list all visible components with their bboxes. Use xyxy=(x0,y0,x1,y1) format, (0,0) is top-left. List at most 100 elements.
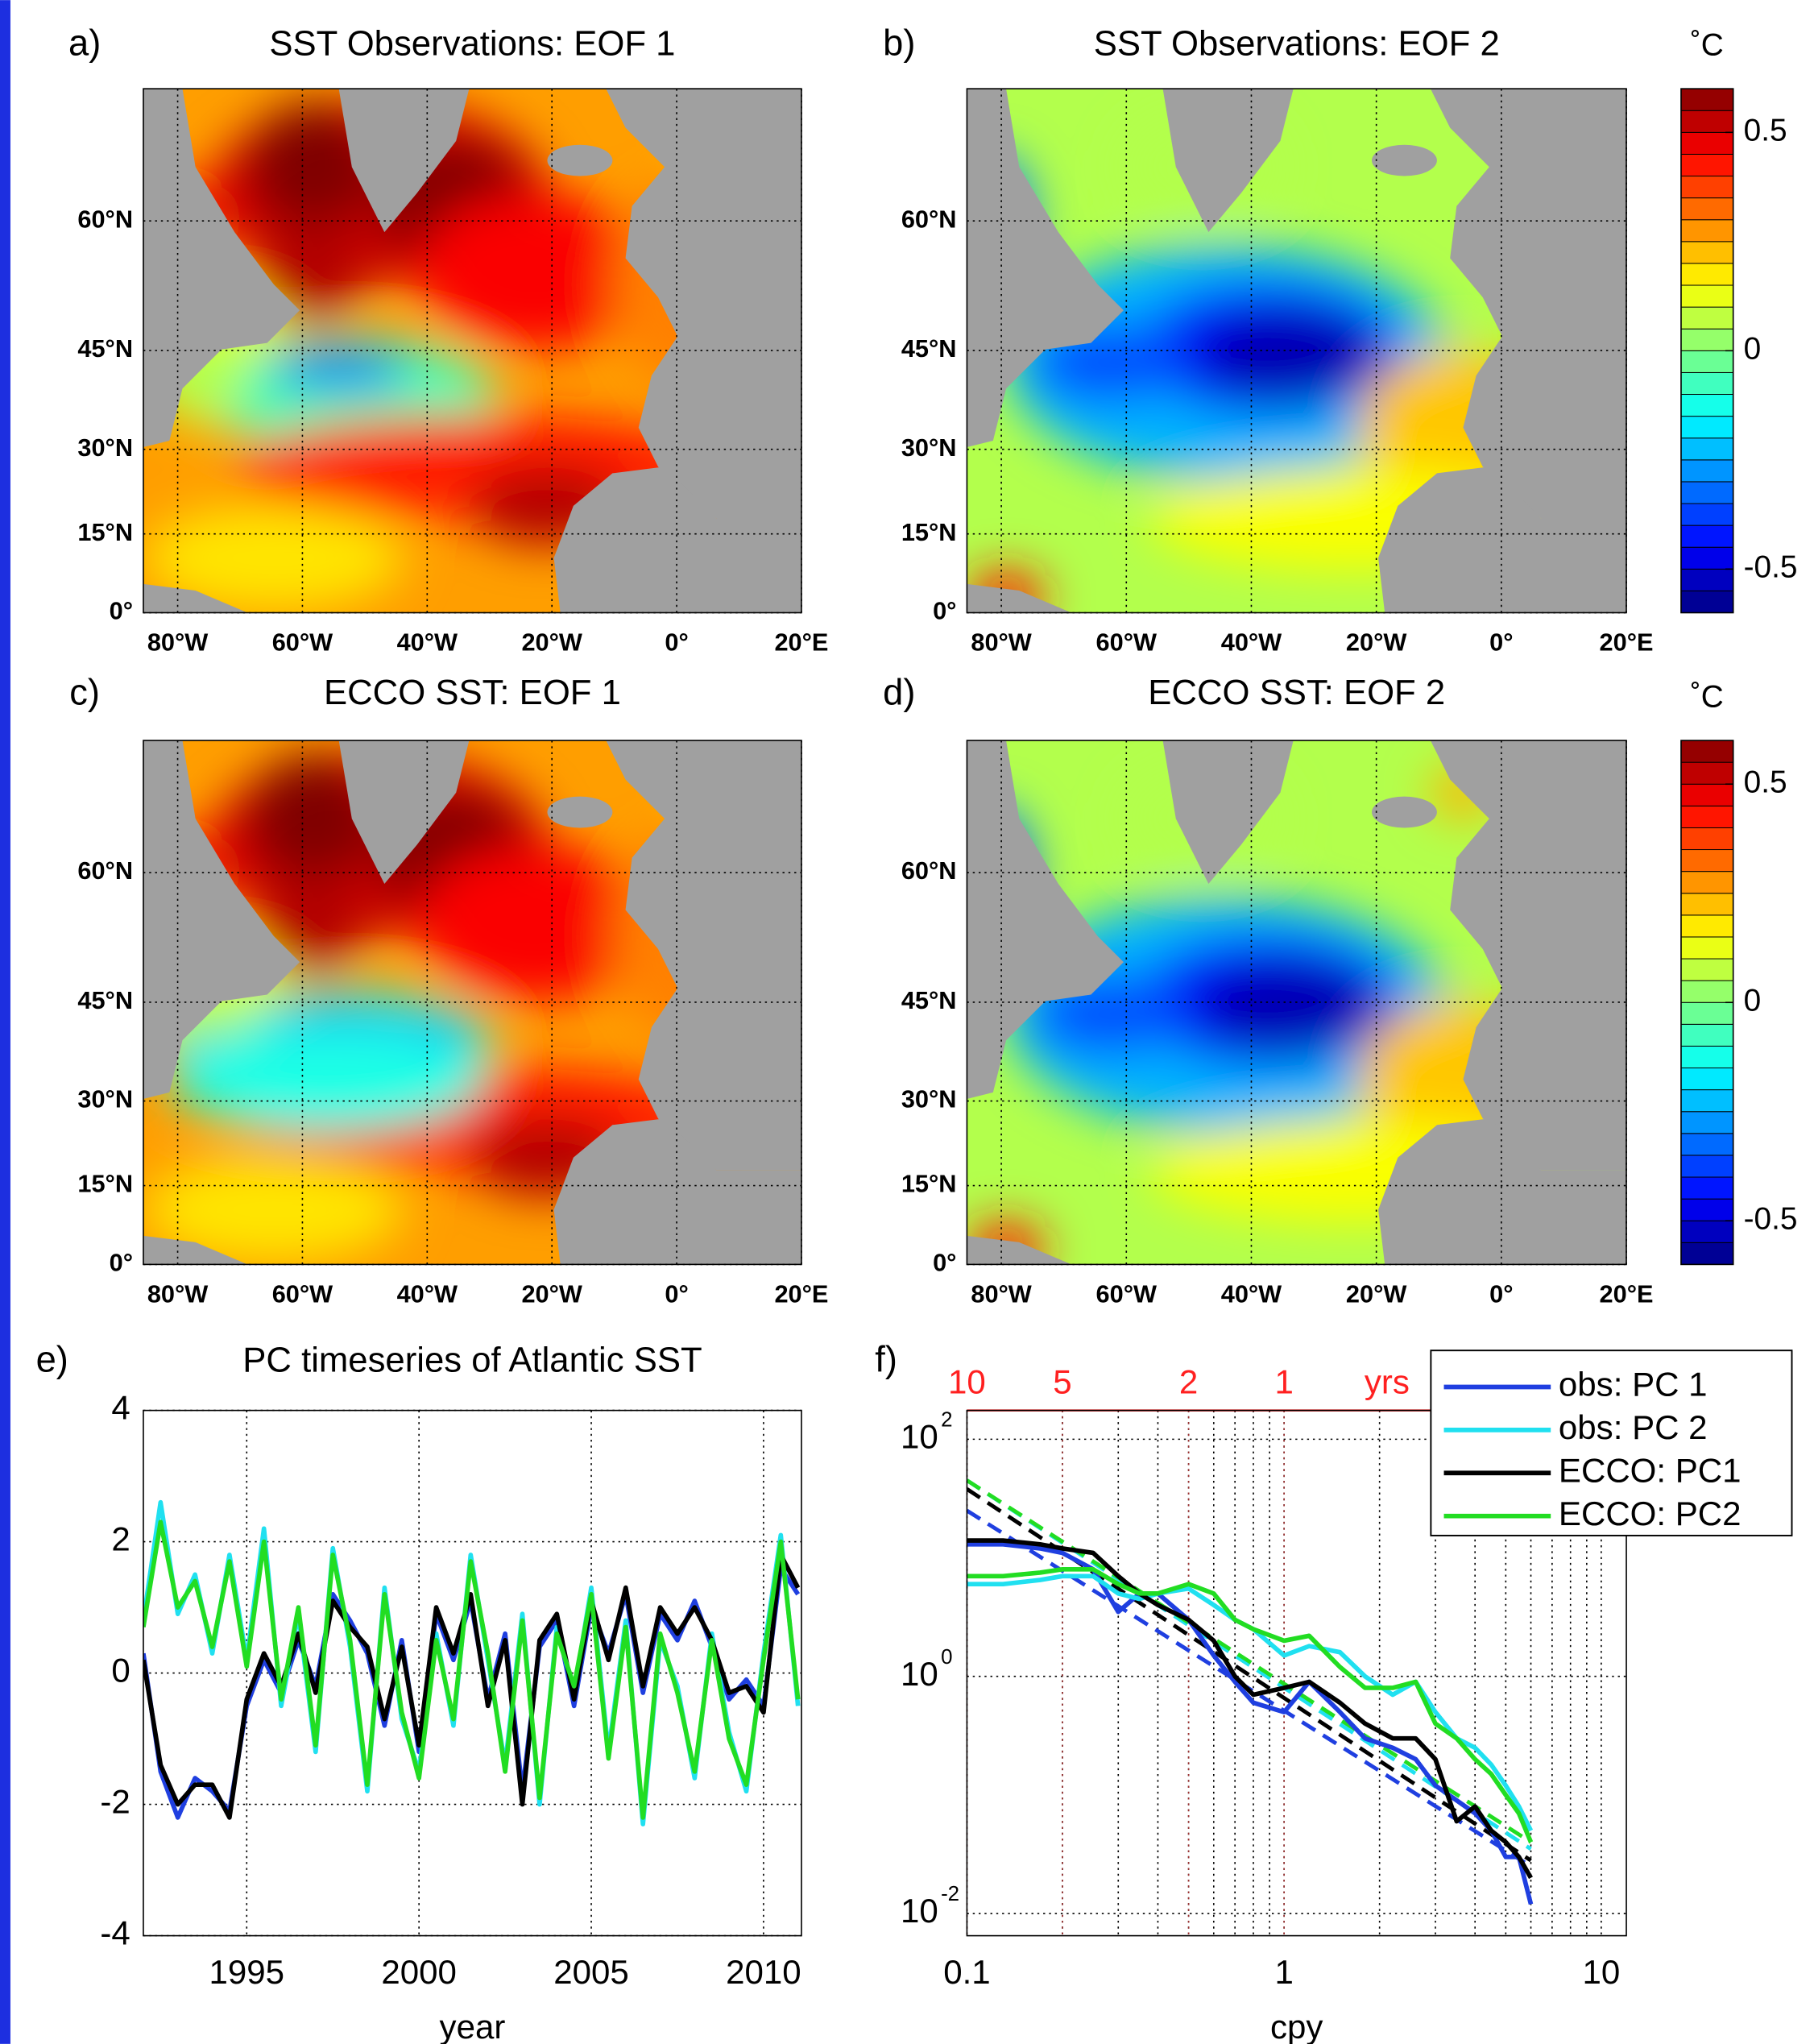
colorbar-band xyxy=(1680,936,1734,960)
colorbar-band xyxy=(1680,546,1734,570)
anomaly xyxy=(260,218,365,324)
x-tick-label: 60°W xyxy=(1096,628,1157,656)
colorbar-band xyxy=(1680,284,1734,308)
map-field xyxy=(143,89,801,613)
legend-label: obs: PC 1 xyxy=(1559,1366,1708,1403)
colorbar-tick-label: -0.5 xyxy=(1744,1201,1798,1236)
plot-frame xyxy=(966,1409,1627,1937)
colorbar-band xyxy=(1680,153,1734,177)
y-tick-label: 30°N xyxy=(77,433,133,462)
land xyxy=(1378,466,1627,613)
colorbar-band xyxy=(1680,980,1734,1003)
x-tick-label: 80°W xyxy=(971,628,1031,656)
x-axis-label: cpy xyxy=(1270,2008,1323,2044)
colorbar-band xyxy=(1680,1001,1734,1025)
colorbar-band xyxy=(1680,241,1734,264)
colorbar-band xyxy=(1680,871,1734,894)
colorbar-band xyxy=(1680,761,1734,785)
y-tick-label: 30°N xyxy=(77,1085,133,1113)
colorbar-band xyxy=(1680,1023,1734,1047)
panel-label: c) xyxy=(69,671,100,712)
x-tick-label: 60°W xyxy=(272,628,333,656)
chart-title: ECCO SST: EOF 1 xyxy=(324,673,621,712)
colorbar-band xyxy=(1680,568,1734,591)
colorbar-tick-label: 0.5 xyxy=(1744,765,1787,799)
x-tick-label: 20°W xyxy=(521,628,582,656)
land xyxy=(1162,740,1294,885)
x-tick-label: 20°E xyxy=(774,1279,828,1308)
y-tick-label: 10 xyxy=(901,1417,938,1455)
x-tick-label: 0° xyxy=(665,1279,688,1308)
map-field xyxy=(967,740,1627,1265)
x-tick-label: 20°W xyxy=(1346,628,1406,656)
x-tick-label: 0.1 xyxy=(943,1953,990,1991)
land xyxy=(143,1235,248,1265)
panel-label: e) xyxy=(36,1339,68,1380)
anomaly xyxy=(416,193,652,350)
y-tick-exponent: 0 xyxy=(941,1646,952,1669)
anomaly xyxy=(169,1026,482,1132)
y-tick-label: 0° xyxy=(933,597,956,625)
top-tick-label: 2 xyxy=(1179,1362,1198,1400)
anomaly xyxy=(143,1157,404,1262)
map-frame xyxy=(143,740,802,1266)
land xyxy=(338,740,470,885)
x-tick-label: 40°W xyxy=(397,1279,458,1308)
top-tick-label: 10 xyxy=(948,1362,986,1400)
colorbar-band xyxy=(1680,1068,1734,1091)
plot-frame xyxy=(143,1409,802,1937)
colorbar-band xyxy=(1680,958,1734,981)
land xyxy=(967,89,1124,448)
land xyxy=(1372,144,1437,176)
x-tick-label: 1 xyxy=(1274,1953,1293,1991)
y-tick-label: 45°N xyxy=(901,986,957,1014)
colorbar-label: ˚C xyxy=(1691,28,1724,63)
top-tick-label: 5 xyxy=(1053,1362,1071,1400)
y-tick-label: 45°N xyxy=(77,986,133,1014)
land xyxy=(143,740,300,1099)
colorbar-band xyxy=(1680,219,1734,243)
y-tick-label: 0° xyxy=(110,597,133,625)
colorbar-band xyxy=(1680,1111,1734,1134)
x-tick-label: 20°W xyxy=(521,1279,582,1308)
y-tick-label: 0° xyxy=(933,1249,956,1277)
colorbar-band xyxy=(1680,590,1734,613)
colorbar-band xyxy=(1680,176,1734,199)
y-tick-label: 10 xyxy=(901,1655,938,1693)
colorbar-band xyxy=(1680,110,1734,133)
land xyxy=(967,583,1072,613)
colorbar-band xyxy=(1680,459,1734,483)
x-tick-label: 20°E xyxy=(1600,1279,1654,1308)
land xyxy=(547,144,613,176)
side-strip xyxy=(0,0,10,2044)
colorbar-tick-label: 0.5 xyxy=(1744,114,1787,148)
x-tick-label: 2005 xyxy=(553,1953,629,1991)
colorbar-band xyxy=(1680,914,1734,938)
map-frame xyxy=(143,88,802,614)
land xyxy=(338,89,470,233)
fit-line xyxy=(967,1478,1532,1844)
y-tick-label: 45°N xyxy=(901,334,957,363)
y-tick-label: 30°N xyxy=(901,433,957,462)
colorbar-band xyxy=(1680,503,1734,526)
series-line xyxy=(143,1520,801,1820)
x-axis-label: year xyxy=(440,2008,506,2044)
anomaly xyxy=(143,505,404,611)
land xyxy=(547,796,613,828)
legend-box xyxy=(1430,1350,1793,1536)
colorbar-tick-label: 0 xyxy=(1744,983,1762,1018)
y-tick-label: 60°N xyxy=(77,856,133,885)
y-tick-label: 4 xyxy=(111,1389,130,1427)
series-line xyxy=(967,1573,1534,1832)
x-tick-label: 60°W xyxy=(1096,1279,1157,1308)
colorbar-band xyxy=(1680,783,1734,806)
y-tick-label: 15°N xyxy=(77,1170,133,1198)
y-tick-label: 15°N xyxy=(901,1170,957,1198)
y-tick-label: 60°N xyxy=(77,205,133,233)
colorbar-label: ˚C xyxy=(1691,680,1724,715)
colorbar-band xyxy=(1680,416,1734,439)
anomaly xyxy=(1202,962,1385,1054)
y-tick-exponent: 2 xyxy=(941,1409,952,1432)
series-line xyxy=(967,1566,1534,1843)
land xyxy=(1460,186,1497,252)
